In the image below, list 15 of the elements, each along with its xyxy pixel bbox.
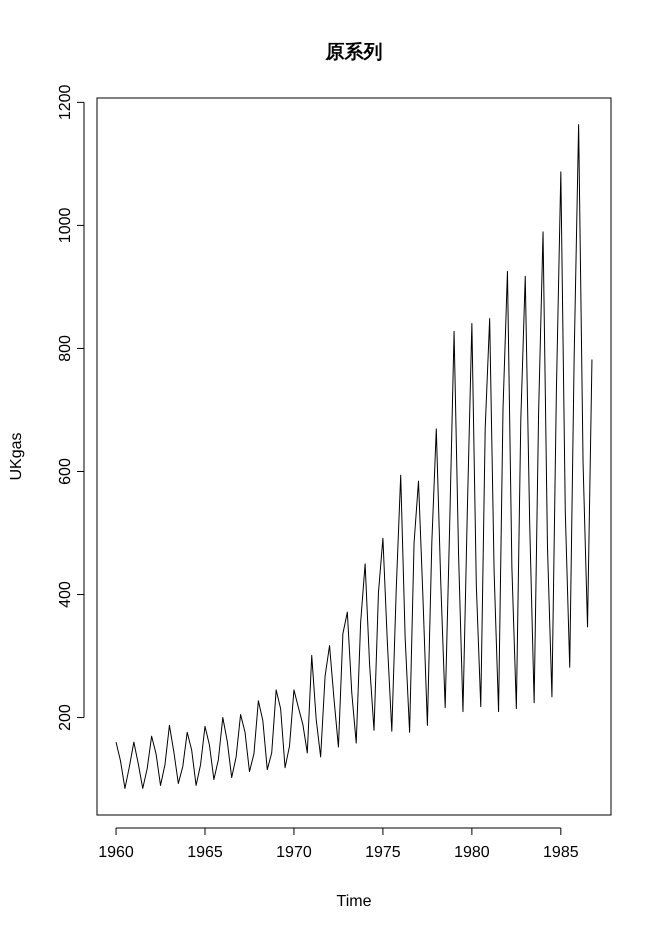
x-tick-label: 1975 bbox=[365, 844, 401, 861]
x-tick-label: 1985 bbox=[543, 844, 579, 861]
y-axis-title: UKgas bbox=[8, 432, 25, 481]
y-tick-label: 1200 bbox=[57, 84, 74, 120]
chart-title: 原系列 bbox=[324, 41, 382, 63]
y-tick-label: 400 bbox=[57, 581, 74, 608]
y-tick-label: 600 bbox=[57, 458, 74, 485]
y-tick-label: 1000 bbox=[57, 208, 74, 244]
x-tick-label: 1960 bbox=[98, 844, 134, 861]
x-axis-title: Time bbox=[336, 893, 372, 910]
y-tick-label: 200 bbox=[57, 704, 74, 731]
x-tick-label: 1980 bbox=[454, 844, 490, 861]
y-tick-label: 800 bbox=[57, 334, 74, 362]
x-tick-label: 1970 bbox=[276, 844, 312, 861]
x-tick-label: 1965 bbox=[187, 844, 223, 861]
